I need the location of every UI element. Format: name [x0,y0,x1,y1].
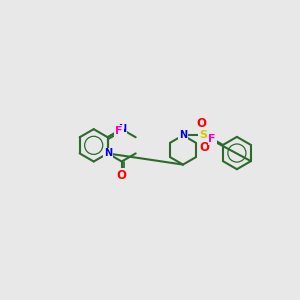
Text: O: O [196,116,206,130]
Text: S: S [199,130,207,140]
Text: O: O [200,141,210,154]
Text: F: F [115,126,123,136]
Text: F: F [208,134,216,144]
Text: N: N [118,124,126,134]
Text: N: N [103,148,112,158]
Text: O: O [117,169,127,182]
Text: N: N [179,130,187,140]
